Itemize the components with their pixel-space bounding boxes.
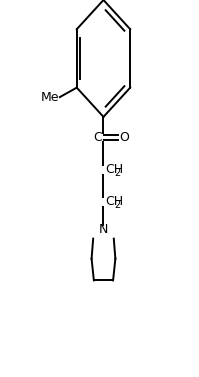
Text: N: N xyxy=(99,224,108,236)
Text: C: C xyxy=(94,131,102,144)
Text: 2: 2 xyxy=(115,168,121,178)
Text: O: O xyxy=(119,131,129,144)
Text: CH: CH xyxy=(105,163,123,176)
Text: Me: Me xyxy=(40,90,59,104)
Text: CH: CH xyxy=(105,195,123,208)
Text: 2: 2 xyxy=(115,200,121,210)
